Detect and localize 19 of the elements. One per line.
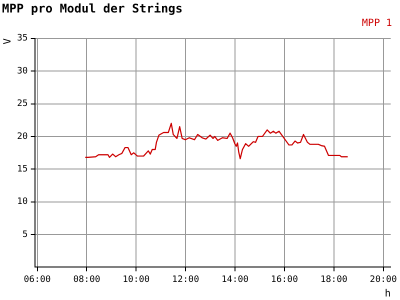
y-axis-title: V (2, 38, 14, 44)
text: MPP 1 (362, 18, 392, 29)
x-tick-label: 20:00 (370, 274, 397, 285)
y-tick-label: 25 (16, 99, 28, 110)
y-tick-label: 5 (22, 230, 28, 240)
chart-title: MPP pro Modul der Strings (2, 1, 183, 16)
x-tick-label: 18:00 (320, 274, 348, 285)
x-tick-label: 10:00 (122, 274, 150, 285)
y-tick-label: 20 (16, 132, 28, 142)
x-axis-title: h (384, 288, 391, 300)
y-tick-label: 15 (16, 164, 28, 174)
y-tick-label: 30 (16, 66, 28, 76)
y-tick-label: 35 (16, 34, 28, 44)
x-tick-label: 06:00 (24, 274, 51, 285)
x-tick-label: 14:00 (221, 274, 249, 285)
y-tick-label: 10 (16, 197, 28, 208)
x-tick-label: 16:00 (270, 274, 298, 285)
x-tick-label: 12:00 (172, 274, 200, 285)
x-tick-label: 08:00 (73, 274, 100, 285)
